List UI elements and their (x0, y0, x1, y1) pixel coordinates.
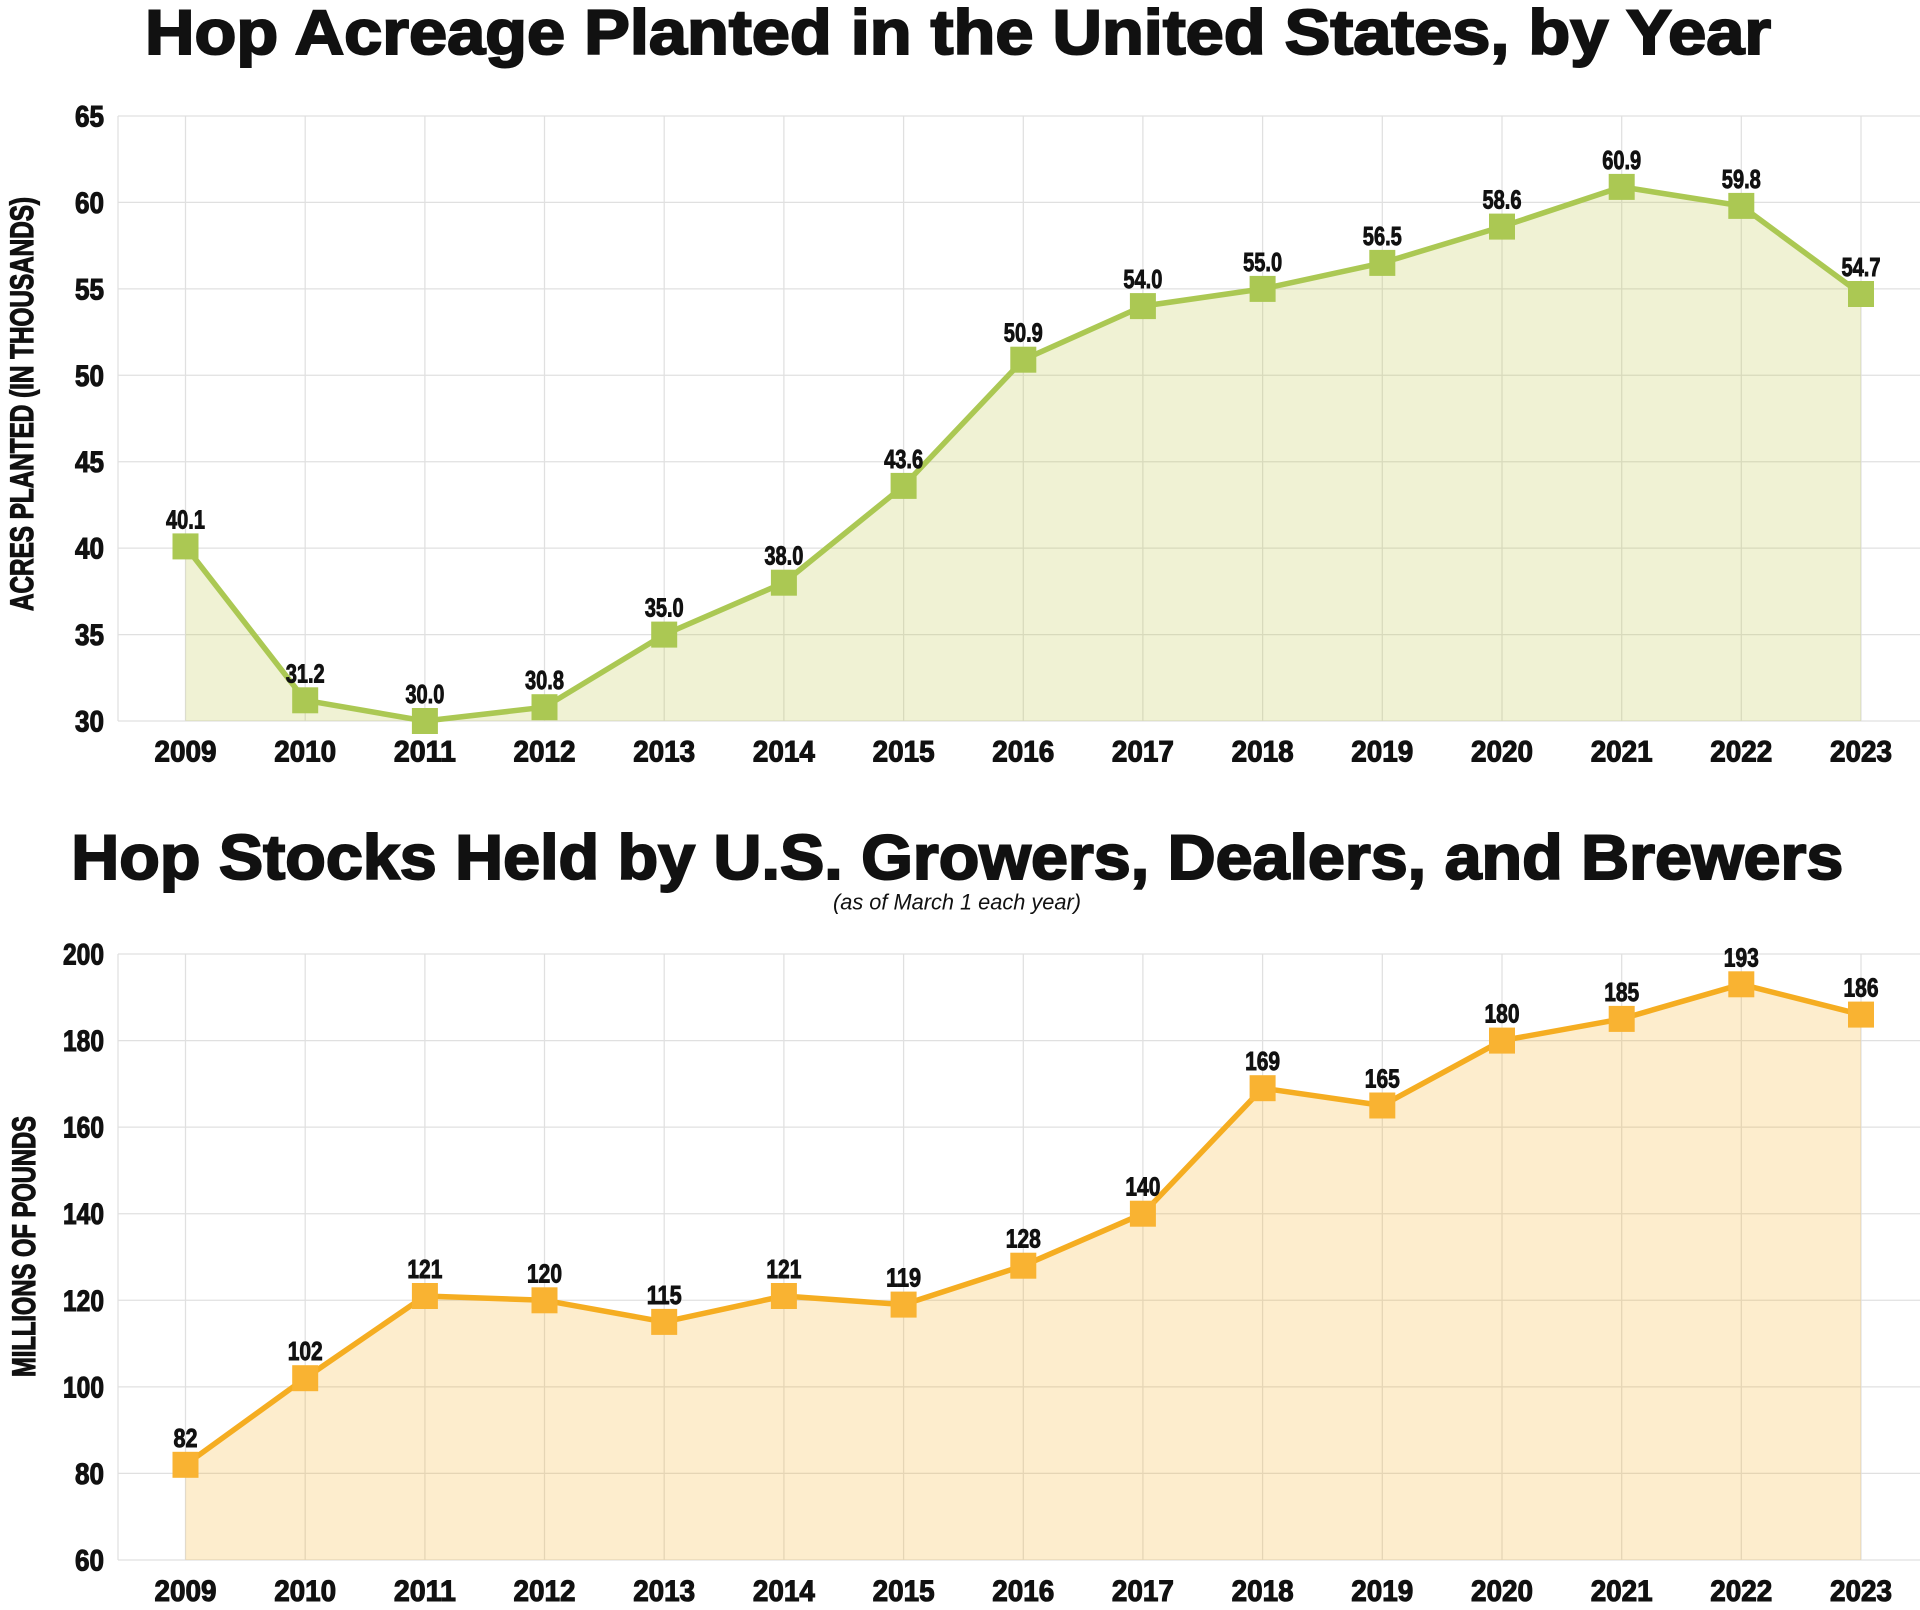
svg-text:80: 80 (75, 1458, 104, 1491)
svg-text:50: 50 (75, 360, 104, 393)
svg-text:(as of March 1 each year): (as of March 1 each year) (833, 890, 1081, 915)
svg-text:59.8: 59.8 (1722, 164, 1761, 194)
svg-text:2020: 2020 (1471, 736, 1533, 769)
svg-text:35: 35 (75, 619, 104, 652)
svg-text:40.1: 40.1 (166, 504, 205, 534)
svg-text:56.5: 56.5 (1363, 221, 1402, 251)
svg-text:2015: 2015 (873, 1575, 935, 1608)
svg-text:60.9: 60.9 (1602, 145, 1641, 175)
svg-text:2013: 2013 (633, 736, 695, 769)
svg-text:54.0: 54.0 (1123, 264, 1162, 294)
svg-text:38.0: 38.0 (764, 541, 803, 571)
svg-text:102: 102 (288, 1336, 323, 1366)
svg-text:54.7: 54.7 (1842, 252, 1881, 282)
svg-text:121: 121 (407, 1254, 442, 1284)
svg-text:60: 60 (75, 1545, 104, 1578)
svg-text:165: 165 (1365, 1064, 1400, 1094)
svg-text:50.9: 50.9 (1004, 318, 1043, 348)
svg-text:2018: 2018 (1232, 1575, 1294, 1608)
svg-text:128: 128 (1006, 1224, 1041, 1254)
svg-text:2021: 2021 (1591, 736, 1653, 769)
svg-text:2011: 2011 (394, 736, 456, 769)
svg-text:2010: 2010 (274, 1575, 336, 1608)
svg-text:2018: 2018 (1232, 736, 1294, 769)
svg-text:2009: 2009 (155, 1575, 217, 1608)
svg-text:2020: 2020 (1471, 1575, 1533, 1608)
svg-text:35.0: 35.0 (645, 593, 684, 623)
svg-text:40: 40 (75, 533, 104, 566)
svg-text:120: 120 (527, 1258, 562, 1288)
svg-text:2022: 2022 (1710, 1575, 1772, 1608)
svg-text:ACRES PLANTED (IN THOUSANDS): ACRES PLANTED (IN THOUSANDS) (4, 197, 40, 611)
svg-text:2016: 2016 (992, 736, 1054, 769)
svg-text:160: 160 (63, 1112, 104, 1145)
svg-text:2009: 2009 (155, 736, 217, 769)
svg-text:120: 120 (63, 1285, 104, 1318)
svg-text:31.2: 31.2 (286, 658, 325, 688)
svg-text:193: 193 (1724, 942, 1759, 972)
svg-text:140: 140 (63, 1198, 104, 1231)
svg-text:60: 60 (75, 187, 104, 220)
svg-text:2012: 2012 (514, 736, 576, 769)
svg-text:Hop Stocks Held by U.S. Grower: Hop Stocks Held by U.S. Growers, Dealers… (71, 823, 1843, 893)
svg-text:55: 55 (75, 273, 104, 306)
svg-text:MILLIONS OF POUNDS: MILLIONS OF POUNDS (6, 1116, 42, 1377)
svg-text:2021: 2021 (1591, 1575, 1653, 1608)
svg-text:140: 140 (1125, 1172, 1160, 1202)
svg-text:2022: 2022 (1710, 736, 1772, 769)
svg-text:2017: 2017 (1112, 1575, 1174, 1608)
svg-text:2023: 2023 (1830, 1575, 1892, 1608)
svg-text:30: 30 (75, 706, 104, 739)
svg-text:55.0: 55.0 (1243, 247, 1282, 277)
svg-text:200: 200 (63, 939, 104, 972)
svg-text:185: 185 (1604, 977, 1639, 1007)
svg-text:100: 100 (63, 1371, 104, 1404)
svg-text:169: 169 (1245, 1046, 1280, 1076)
svg-text:2012: 2012 (514, 1575, 576, 1608)
svg-text:115: 115 (647, 1280, 682, 1310)
svg-text:180: 180 (1485, 999, 1520, 1029)
svg-text:45: 45 (75, 446, 104, 479)
svg-text:2019: 2019 (1351, 1575, 1413, 1608)
svg-text:30.8: 30.8 (525, 665, 564, 695)
svg-text:180: 180 (63, 1025, 104, 1058)
svg-text:2023: 2023 (1830, 736, 1892, 769)
svg-text:2013: 2013 (633, 1575, 695, 1608)
svg-text:2011: 2011 (394, 1575, 456, 1608)
svg-text:2017: 2017 (1112, 736, 1174, 769)
svg-text:Hop Acreage Planted in the Uni: Hop Acreage Planted in the United States… (145, 0, 1771, 68)
svg-text:2019: 2019 (1351, 736, 1413, 769)
svg-text:82: 82 (174, 1423, 198, 1453)
svg-text:186: 186 (1844, 973, 1879, 1003)
svg-text:2014: 2014 (753, 1575, 815, 1608)
svg-text:58.6: 58.6 (1483, 185, 1522, 215)
svg-text:43.6: 43.6 (884, 444, 923, 474)
svg-text:2015: 2015 (873, 736, 935, 769)
svg-text:2016: 2016 (992, 1575, 1054, 1608)
svg-text:121: 121 (766, 1254, 801, 1284)
svg-text:2014: 2014 (753, 736, 815, 769)
svg-text:2010: 2010 (274, 736, 336, 769)
svg-text:30.0: 30.0 (405, 679, 444, 709)
svg-text:65: 65 (75, 101, 104, 134)
svg-text:119: 119 (886, 1263, 921, 1293)
